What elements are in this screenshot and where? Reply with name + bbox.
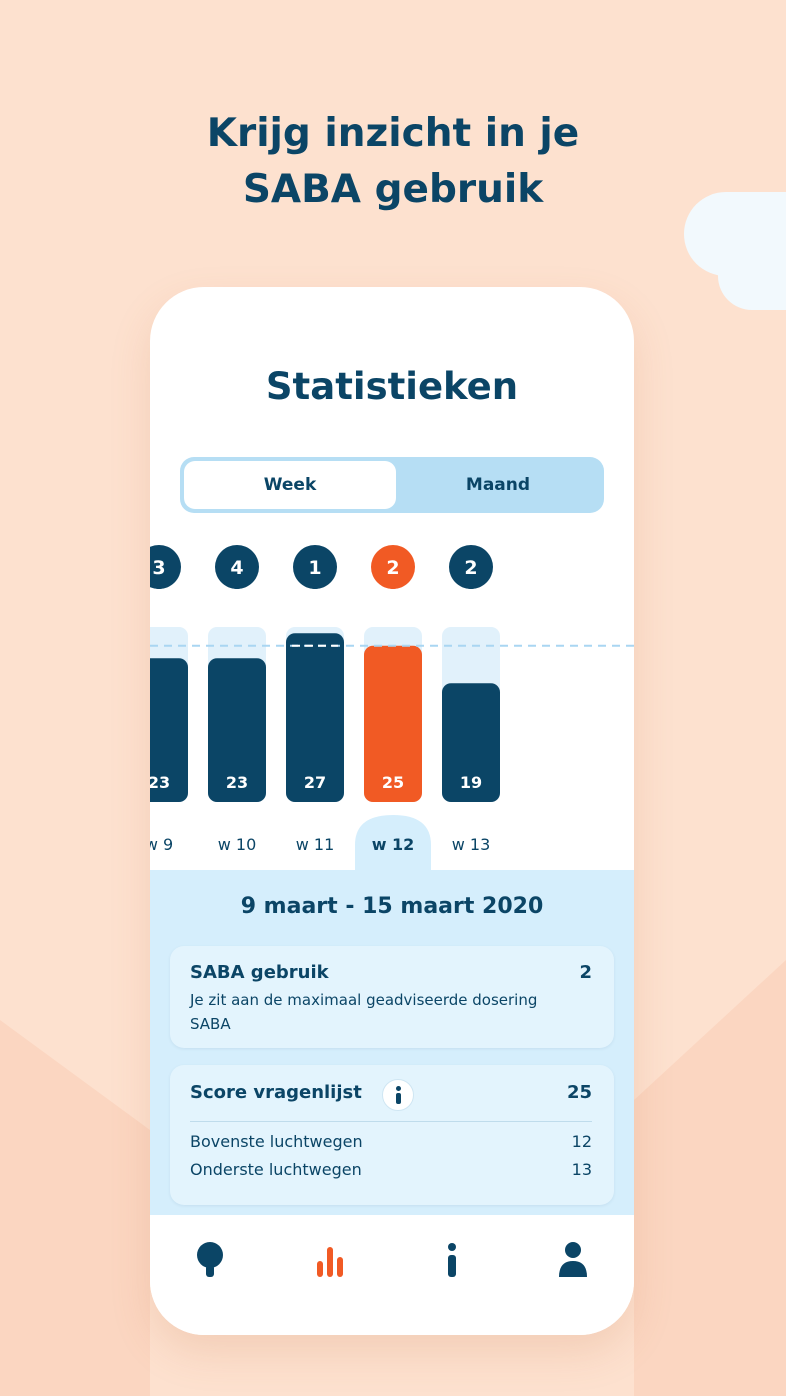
bar-value-label: 23 — [226, 773, 248, 792]
score-bar — [364, 645, 422, 802]
nav-inhaler-tab[interactable] — [180, 1239, 240, 1287]
weekly-score-chart: 23 3 w 9 23 4 w 10 27 1 w 11 25 2 w 12 19 2 w 13 — [150, 545, 634, 872]
score-bar — [208, 658, 266, 802]
nav-info-tab[interactable] — [422, 1239, 482, 1287]
saba-pin — [293, 545, 337, 589]
promo-title-line-2: SABA gebruik — [242, 167, 544, 212]
segment-month-button[interactable]: Maand — [465, 475, 531, 495]
saba-count-label: 2 — [464, 557, 477, 579]
week-label: w 12 — [372, 835, 415, 854]
saba-count-label: 2 — [386, 557, 399, 579]
divider — [190, 1121, 592, 1122]
score-bar — [286, 633, 344, 802]
score-bar — [150, 658, 188, 802]
saba-count-label: 3 — [152, 557, 165, 579]
bar-value-label: 23 — [150, 773, 170, 792]
bar-value-label: 19 — [460, 773, 482, 792]
saba-pin — [215, 545, 259, 589]
period-range: 9 maart - 15 maart 2020 — [240, 894, 544, 919]
bar-chart-icon — [317, 1247, 343, 1277]
questionnaire-score-card: Score vragenlijst 25 Bovenste luchtwegen… — [170, 1065, 614, 1205]
inhaler-pin-icon — [197, 1242, 223, 1277]
saba-count-label: 1 — [308, 557, 321, 579]
questionnaire-score-value: 25 — [566, 1082, 592, 1103]
upper-airways-value: 12 — [571, 1132, 592, 1151]
saba-pin — [449, 545, 493, 589]
lower-airways-value: 13 — [571, 1160, 592, 1179]
week-label: w 11 — [296, 835, 335, 854]
week-detail-panel: 9 maart - 15 maart 2020 SABA gebruik 2 J… — [150, 870, 634, 1215]
user-icon — [559, 1242, 587, 1277]
info-icon — [448, 1243, 456, 1277]
promo-title-line-1: Krijg inzicht in je — [206, 111, 580, 156]
nav-statistics-tab[interactable] — [301, 1239, 361, 1287]
saba-usage-value: 2 — [579, 962, 592, 983]
nav-profile-tab[interactable] — [543, 1239, 603, 1287]
saba-count-label: 4 — [230, 557, 243, 579]
info-icon[interactable] — [382, 1079, 414, 1111]
period-segmented-control: Week Maand — [180, 457, 604, 513]
lower-airways-label: Onderste luchtwegen — [190, 1160, 362, 1179]
saba-pin — [371, 545, 415, 589]
bar-value-label: 25 — [382, 773, 404, 792]
week-label: w 10 — [218, 835, 257, 854]
saba-pin — [150, 545, 181, 589]
phone-screen: Statistieken Week Maand 23 3 w 9 23 4 w 10 27 1… — [150, 287, 634, 1335]
upper-airways-label: Bovenste luchtwegen — [190, 1132, 363, 1151]
promo-title: Krijg inzicht in je SABA gebruik — [0, 106, 786, 218]
segment-week-button[interactable]: Week — [184, 461, 396, 509]
week-label: w 13 — [452, 835, 491, 854]
cloud-decoration — [684, 192, 786, 310]
bar-value-label: 27 — [304, 773, 326, 792]
score-bar — [442, 683, 500, 802]
week-label: w 9 — [150, 835, 173, 854]
saba-usage-card: SABA gebruik 2 Je zit aan de maximaal ge… — [170, 946, 614, 1048]
saba-usage-description: Je zit aan de maximaal geadviseerde dose… — [190, 991, 538, 1033]
questionnaire-score-title: Score vragenlijst — [190, 1082, 362, 1103]
selected-week-tab — [355, 815, 431, 872]
saba-usage-title: SABA gebruik — [190, 962, 329, 983]
bottom-navigation — [150, 1215, 634, 1335]
page-title: Statistieken — [265, 365, 519, 408]
